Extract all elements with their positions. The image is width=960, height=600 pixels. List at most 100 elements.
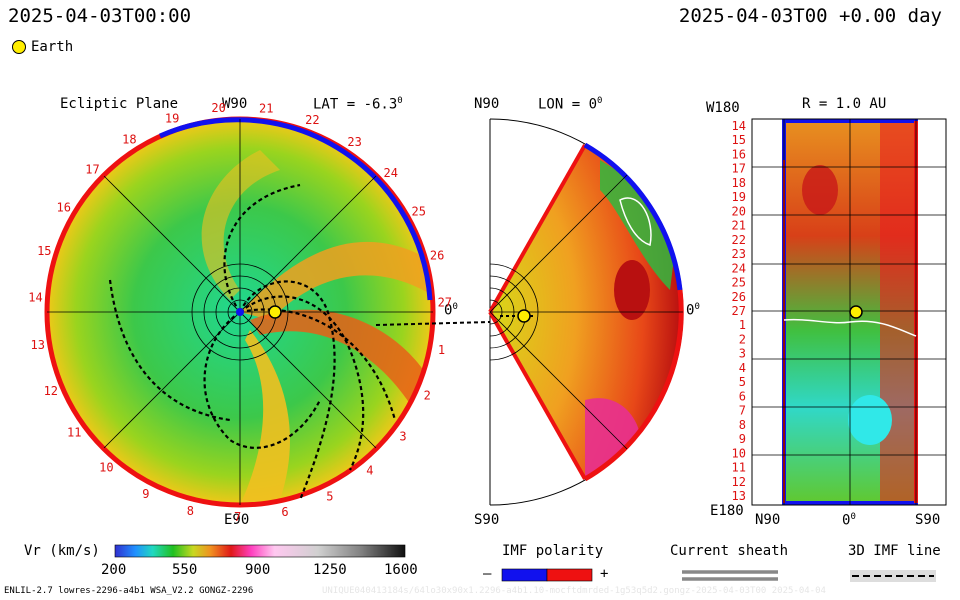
- shell-y-label-5: 5: [739, 375, 746, 389]
- connector-line: [375, 321, 491, 326]
- meridional-plane: [488, 118, 684, 506]
- colorbar: [114, 544, 406, 558]
- shell-y-label-25: 25: [732, 276, 746, 290]
- shell-y-label-12: 12: [732, 475, 746, 489]
- shell-y-labels: 1415161718192021222324252627123456789101…: [732, 119, 746, 503]
- shell-y-label-7: 7: [739, 404, 746, 418]
- ring-label-16: 16: [56, 200, 70, 214]
- shell-y-label-9: 9: [739, 432, 746, 446]
- shell-y-label-10: 10: [732, 446, 746, 460]
- earth-marker-meridional: [517, 309, 531, 323]
- shell-y-label-18: 18: [732, 176, 746, 190]
- shell-y-label-20: 20: [732, 204, 746, 218]
- ecliptic-title: Ecliptic Plane: [60, 96, 179, 112]
- ring-label-3: 3: [399, 429, 406, 443]
- imf-minus-label: –: [483, 566, 492, 582]
- shell-x-left: N90: [755, 512, 781, 528]
- imf-polarity-title: IMF polarity: [502, 543, 604, 559]
- shell-y-label-19: 19: [732, 190, 746, 204]
- meridional-bottom-label: S90: [474, 512, 500, 528]
- imf-negative-swatch: [501, 568, 548, 582]
- shell-corner-bottom: E180: [710, 503, 744, 519]
- ecliptic-bottom-label: E90: [224, 512, 250, 528]
- shell-y-label-4: 4: [739, 361, 746, 375]
- ring-label-6: 6: [281, 505, 288, 519]
- ring-label-21: 21: [259, 102, 273, 116]
- colorbar-tick-1250: 1250: [313, 562, 347, 578]
- ring-label-18: 18: [122, 132, 136, 146]
- colorbar-tick-900: 900: [245, 562, 271, 578]
- sheath-legend-title: Current sheath: [670, 543, 789, 559]
- ecliptic-top-label: W90: [222, 96, 248, 112]
- ring-label-27: 27: [438, 296, 452, 310]
- ring-label-23: 23: [347, 135, 361, 149]
- earth-marker-ecliptic: [268, 305, 282, 319]
- shell-y-label-16: 16: [732, 148, 746, 162]
- shell-y-label-11: 11: [732, 461, 746, 475]
- ring-label-2: 2: [424, 388, 431, 402]
- shell-y-label-22: 22: [732, 233, 746, 247]
- meridional-lon-label: LON = 00: [538, 96, 603, 113]
- time-right: 2025-04-03T00 +0.00 day: [678, 5, 942, 27]
- ring-label-9: 9: [142, 487, 149, 501]
- ring-label-14: 14: [28, 291, 42, 305]
- shell-y-label-21: 21: [732, 219, 746, 233]
- ring-label-13: 13: [30, 338, 44, 352]
- shell-y-label-23: 23: [732, 247, 746, 261]
- colorbar-tick-1600: 1600: [384, 562, 418, 578]
- ring-label-11: 11: [67, 426, 81, 440]
- imf3d-legend-title: 3D IMF line: [848, 543, 941, 559]
- shell-y-label-13: 13: [732, 489, 746, 503]
- ecliptic-right-label: 00: [444, 302, 458, 319]
- earth-legend-icon: [12, 40, 26, 54]
- ring-label-15: 15: [37, 244, 51, 258]
- shell-y-label-17: 17: [732, 162, 746, 176]
- imf-plus-label: +: [600, 566, 609, 582]
- shell-y-label-27: 27: [732, 304, 746, 318]
- footer-left: ENLIL-2.7 lowres-2296-a4b1 WSA_V2.2 GONG…: [4, 586, 254, 596]
- time-left: 2025-04-03T00:00: [8, 5, 192, 27]
- shell-y-label-24: 24: [732, 261, 746, 275]
- shell-y-label-1: 1: [739, 318, 746, 332]
- shell-x-right: S90: [915, 512, 941, 528]
- shell-title: R = 1.0 AU: [802, 96, 887, 112]
- ring-label-20: 20: [211, 101, 225, 115]
- shell-map: [751, 118, 947, 506]
- shell-y-label-6: 6: [739, 389, 746, 403]
- ring-label-8: 8: [187, 504, 194, 518]
- imf3d-legend-swatch: [850, 570, 936, 582]
- ring-label-12: 12: [44, 384, 58, 398]
- shell-corner-top: W180: [706, 100, 740, 116]
- shell-y-label-2: 2: [739, 333, 746, 347]
- colorbar-tick-200: 200: [101, 562, 127, 578]
- earth-marker-shell: [849, 305, 863, 319]
- colorbar-tick-550: 550: [172, 562, 198, 578]
- shell-y-label-15: 15: [732, 133, 746, 147]
- ring-label-1: 1: [438, 343, 445, 357]
- imf-positive-swatch: [546, 568, 593, 582]
- ring-label-19: 19: [165, 112, 179, 126]
- ring-label-7: 7: [234, 510, 241, 524]
- sheath-legend-swatch: [682, 570, 778, 581]
- shell-y-label-3: 3: [739, 347, 746, 361]
- ecliptic-lat-label: LAT = -6.30: [313, 96, 403, 113]
- ring-label-25: 25: [411, 205, 425, 219]
- meridional-right-label: 00: [686, 302, 700, 319]
- ring-label-26: 26: [430, 249, 444, 263]
- shell-x-mid: 00: [842, 512, 856, 529]
- ecliptic-ring-labels: 20 21222324252627123456789101112131415161…: [28, 101, 452, 524]
- shell-y-label-8: 8: [739, 418, 746, 432]
- ring-label-17: 17: [85, 163, 99, 177]
- colorbar-label: Vr (km/s): [24, 543, 100, 559]
- ring-label-4: 4: [366, 464, 373, 478]
- ecliptic-plane: [44, 116, 436, 508]
- meridional-top-label: N90: [474, 96, 500, 112]
- ring-label-5: 5: [326, 489, 333, 503]
- footer-right: UNIQUE040413184s/64lo30x90x1.2296-a4b1.1…: [322, 586, 826, 596]
- earth-legend-label: Earth: [31, 39, 74, 55]
- ring-label-22: 22: [305, 113, 319, 127]
- shell-y-label-14: 14: [732, 119, 746, 133]
- ring-label-24: 24: [383, 166, 397, 180]
- ring-label-10: 10: [99, 461, 113, 475]
